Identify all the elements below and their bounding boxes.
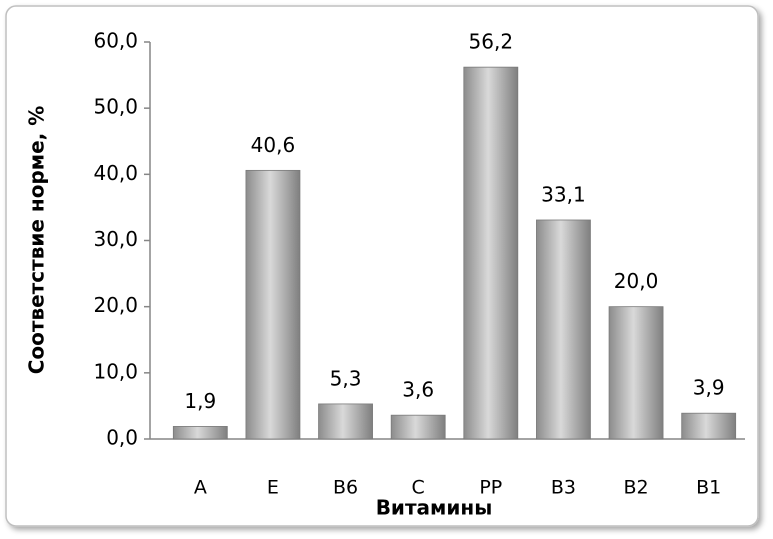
value-label: 5,3 — [330, 366, 362, 390]
bar — [608, 306, 664, 440]
value-label: 56,2 — [469, 30, 514, 54]
y-tick-label: 30,0 — [93, 227, 138, 251]
bar — [390, 414, 446, 440]
bar — [172, 426, 228, 440]
value-label: 40,6 — [251, 133, 296, 157]
x-tick-label: B6 — [333, 477, 358, 499]
y-tick-label: 40,0 — [93, 161, 138, 185]
y-tick-label: 10,0 — [93, 359, 138, 383]
x-axis-title: Витамины — [376, 496, 493, 520]
value-label: 20,0 — [614, 269, 659, 293]
value-label: 3,9 — [693, 376, 725, 400]
y-tick-label: 60,0 — [93, 29, 138, 53]
y-tick-label: 0,0 — [106, 426, 138, 450]
value-label: 33,1 — [541, 182, 586, 206]
bar — [318, 403, 373, 440]
bar — [681, 412, 737, 440]
y-tick-label: 50,0 — [93, 95, 138, 119]
x-tick-label: B1 — [696, 477, 721, 499]
value-label: 3,6 — [402, 378, 434, 402]
x-tick-label: PP — [479, 477, 502, 499]
x-tick-label: A — [194, 477, 207, 499]
y-tick-label: 20,0 — [93, 293, 138, 317]
x-tick-label: C — [412, 477, 425, 499]
bar — [245, 169, 301, 440]
y-axis-title: Соответствие норме, % — [25, 106, 49, 375]
value-label: 1,9 — [184, 389, 216, 413]
x-tick-label: B2 — [624, 477, 649, 499]
x-tick-label: B3 — [551, 477, 576, 499]
bar — [536, 219, 591, 440]
x-tick-label: E — [267, 477, 279, 499]
bar — [463, 66, 519, 440]
